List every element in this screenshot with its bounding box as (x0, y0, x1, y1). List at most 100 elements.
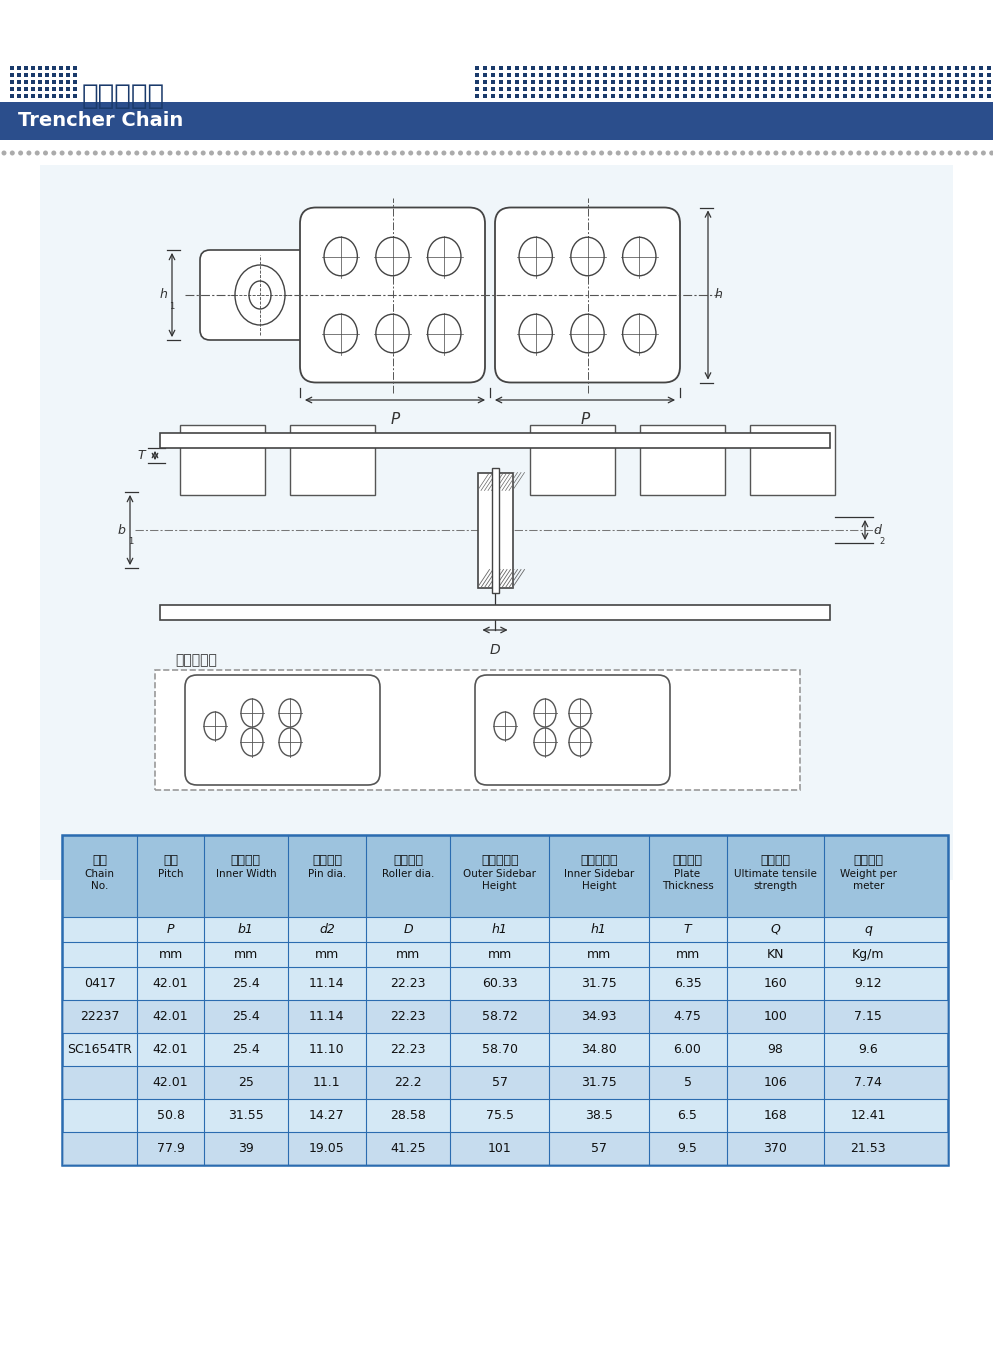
Bar (491, 79, 495, 84)
Ellipse shape (467, 151, 472, 155)
Ellipse shape (494, 713, 516, 740)
Ellipse shape (259, 151, 264, 155)
Bar (547, 66, 551, 70)
Bar (24, 73, 28, 77)
Bar (803, 73, 807, 77)
Bar (699, 94, 703, 98)
Ellipse shape (225, 151, 230, 155)
Bar (643, 88, 647, 92)
Bar (779, 79, 783, 84)
Bar (651, 88, 655, 92)
Ellipse shape (774, 151, 779, 155)
Ellipse shape (204, 713, 226, 740)
Bar (483, 88, 487, 92)
Bar (867, 94, 871, 98)
Text: 9.12: 9.12 (854, 977, 882, 990)
Bar (595, 73, 599, 77)
Bar (45, 73, 49, 77)
Bar (763, 73, 767, 77)
Ellipse shape (275, 151, 280, 155)
Ellipse shape (665, 151, 670, 155)
Bar (683, 66, 687, 70)
Bar (160, 605, 830, 620)
Ellipse shape (168, 151, 173, 155)
Text: 38.5: 38.5 (585, 1109, 613, 1122)
Bar (763, 79, 767, 84)
Bar (979, 66, 983, 70)
Ellipse shape (126, 151, 131, 155)
Ellipse shape (143, 151, 148, 155)
Bar (907, 73, 911, 77)
Ellipse shape (732, 151, 737, 155)
Bar (819, 88, 823, 92)
Text: Trencher Chain: Trencher Chain (18, 112, 184, 131)
Bar (587, 66, 591, 70)
Ellipse shape (267, 151, 272, 155)
Ellipse shape (499, 151, 504, 155)
Text: 42.01: 42.01 (153, 977, 189, 990)
Text: 外链板高度: 外链板高度 (481, 854, 518, 867)
Bar (779, 88, 783, 92)
Bar (667, 73, 671, 77)
Bar (659, 73, 663, 77)
Ellipse shape (534, 727, 556, 756)
Bar (31, 94, 35, 98)
Ellipse shape (324, 314, 357, 353)
Bar (891, 73, 895, 77)
Bar (17, 79, 21, 84)
Text: 58.70: 58.70 (482, 1043, 517, 1056)
Text: 25.4: 25.4 (232, 1010, 260, 1022)
Bar (963, 88, 967, 92)
Bar (603, 79, 607, 84)
Bar (803, 66, 807, 70)
Ellipse shape (806, 151, 811, 155)
Bar (971, 94, 975, 98)
Bar (867, 73, 871, 77)
Ellipse shape (890, 151, 895, 155)
Ellipse shape (101, 151, 106, 155)
Ellipse shape (250, 151, 255, 155)
Bar (731, 94, 735, 98)
Bar (40, 164, 953, 880)
Text: 22237: 22237 (79, 1010, 119, 1022)
Ellipse shape (292, 151, 297, 155)
Bar (987, 94, 991, 98)
Ellipse shape (690, 151, 695, 155)
Ellipse shape (201, 151, 206, 155)
Bar (851, 88, 855, 92)
Bar (547, 88, 551, 92)
Ellipse shape (118, 151, 123, 155)
Bar (875, 94, 879, 98)
Bar (475, 94, 479, 98)
Bar (475, 66, 479, 70)
Bar (883, 94, 887, 98)
Bar (31, 79, 35, 84)
Bar (795, 73, 799, 77)
Bar (595, 66, 599, 70)
Bar (819, 73, 823, 77)
Ellipse shape (52, 151, 57, 155)
Bar (62, 835, 948, 1165)
Text: 6.5: 6.5 (677, 1109, 697, 1122)
Bar (659, 88, 663, 92)
Text: 每米重量: 每米重量 (853, 854, 883, 867)
Bar (755, 73, 759, 77)
Bar (643, 66, 647, 70)
Ellipse shape (27, 151, 32, 155)
Text: 60.33: 60.33 (482, 977, 517, 990)
Bar (779, 94, 783, 98)
Bar (507, 73, 511, 77)
Bar (667, 88, 671, 92)
Text: 370: 370 (764, 1142, 787, 1154)
Text: 1: 1 (128, 537, 133, 546)
Text: 22.2: 22.2 (394, 1076, 422, 1088)
Bar (531, 73, 535, 77)
Bar (491, 88, 495, 92)
Ellipse shape (915, 151, 920, 155)
Bar (747, 66, 751, 70)
Bar (491, 94, 495, 98)
Bar (45, 79, 49, 84)
Bar (763, 66, 767, 70)
Text: 6.00: 6.00 (673, 1043, 701, 1056)
Bar (875, 66, 879, 70)
